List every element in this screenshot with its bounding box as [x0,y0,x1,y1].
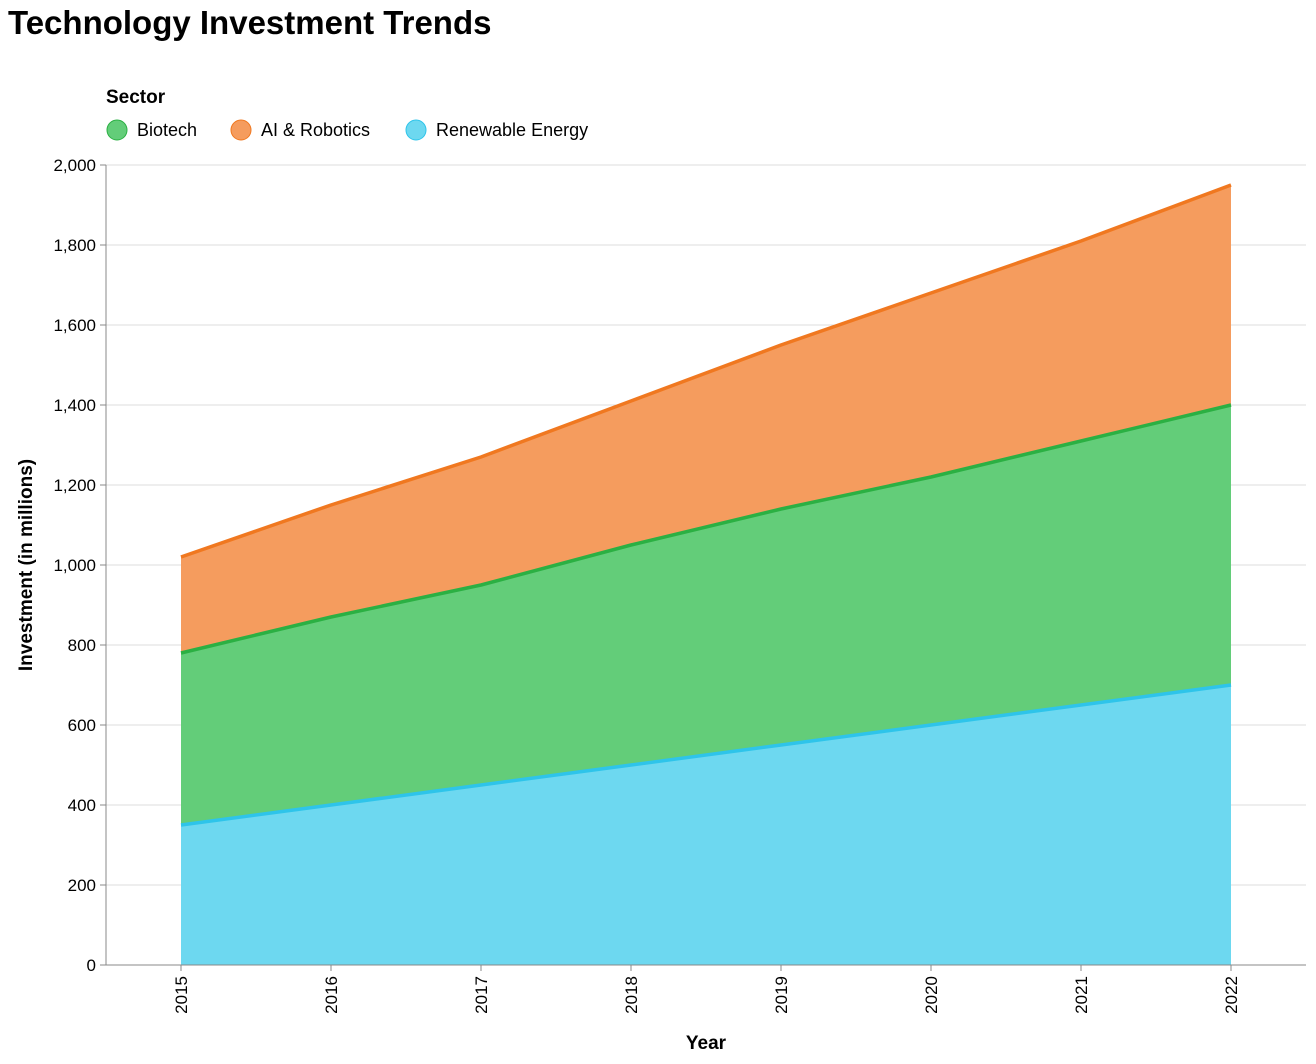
y-tick-label: 1,800 [53,236,96,255]
legend-label: Biotech [137,120,197,140]
line-biotech [180,403,1232,655]
y-tick-label: 2,000 [53,156,96,175]
y-axis-title: Investment (in millions) [16,459,37,671]
legend-label: Renewable Energy [436,120,588,140]
area-renewable-energy [181,685,1231,965]
y-tick-label: 200 [68,876,96,895]
area-series [181,185,1231,965]
y-tick-label: 1,600 [53,316,96,335]
x-tick-label: 2018 [622,976,641,1014]
legend-swatch [106,119,128,141]
y-tick-label: 600 [68,716,96,735]
x-tick-label: 2022 [1222,976,1241,1014]
legend-label: AI & Robotics [261,120,370,140]
x-axis-title: Year [686,1033,727,1054]
x-tick-label: 2021 [1072,976,1091,1014]
y-tick-label: 1,000 [53,556,96,575]
y-tick-label: 1,200 [53,476,96,495]
y-tick-label: 800 [68,636,96,655]
y-tick-label: 0 [87,956,96,975]
y-tick-label: 1,400 [53,396,96,415]
line-ai-robotics [180,183,1232,559]
legend-item-biotech[interactable]: Biotech [106,119,197,141]
line-renewable-energy [180,683,1232,827]
legend-item-renewable-energy[interactable]: Renewable Energy [405,119,588,141]
x-tick-label: 2015 [172,976,191,1014]
axes: 0 200 400 600 800 1,000 1,200 1,400 1,600 1,800 2,… [16,156,1306,1054]
series-lines [180,183,1232,827]
x-tick-label: 2020 [922,976,941,1014]
area-ai-robotics [181,185,1231,653]
legend-swatch [230,119,252,141]
chart-title: Technology Investment Trends [8,4,492,41]
x-tick-label: 2016 [322,976,341,1014]
x-tick-label: 2017 [472,976,491,1014]
legend-swatch [405,119,427,141]
x-tick-label: 2019 [772,976,791,1014]
legend[interactable]: Sector Biotech AI & Robotics Renewable Ener… [106,87,588,141]
legend-title: Sector [106,87,166,108]
y-tick-label: 400 [68,796,96,815]
legend-item-ai-robotics[interactable]: AI & Robotics [230,119,370,141]
